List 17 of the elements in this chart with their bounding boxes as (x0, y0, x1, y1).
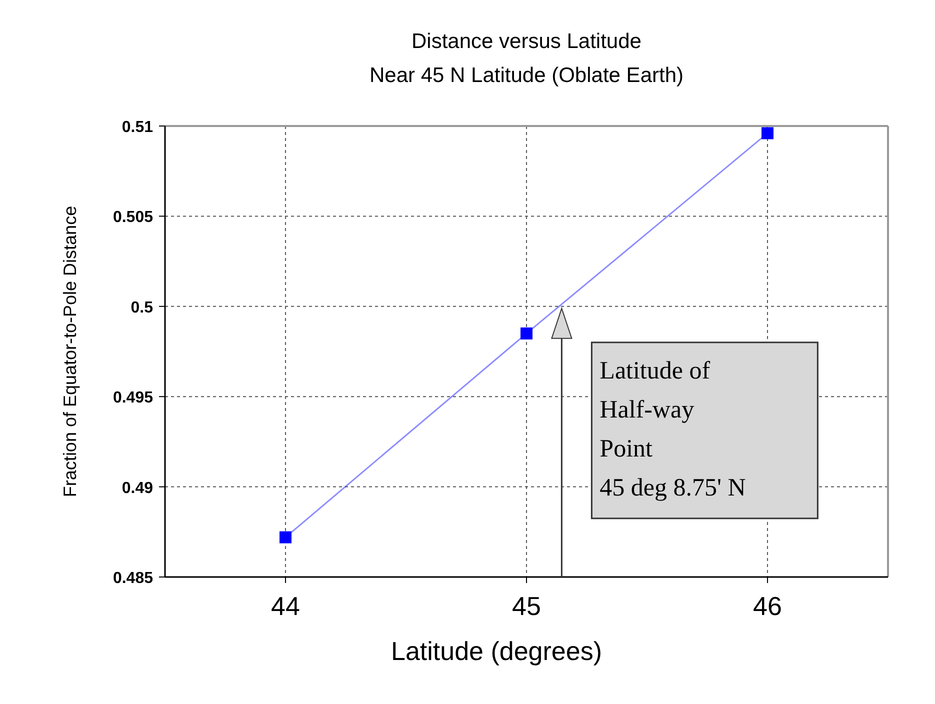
y-tick-label: 0.49 (122, 480, 154, 497)
x-tick-label: 44 (271, 591, 300, 621)
point (520, 327, 532, 340)
y-tick-label: 0.505 (112, 209, 154, 226)
chart-title: Distance versus Latitude (412, 30, 642, 53)
x-tick-label: 45 (512, 591, 541, 621)
x-axis-title: Latitude (degrees) (390, 636, 602, 666)
point (762, 127, 774, 140)
annotation: Latitude of Half-way Point 45 deg 8.75' N (600, 357, 746, 502)
y-tick-label: 0.51 (122, 119, 154, 136)
point (280, 531, 292, 544)
y-tick-label: 0.485 (112, 570, 154, 587)
x-tick-label: 46 (753, 591, 782, 621)
y-axis-title: Fraction of Equator-to-Pole Distance (60, 206, 80, 498)
chart-subtitle: Near 45 N Latitude (Oblate Earth) (370, 64, 684, 87)
y-tick-label: 0.5 (130, 299, 154, 316)
y-tick-label: 0.495 (112, 390, 154, 407)
